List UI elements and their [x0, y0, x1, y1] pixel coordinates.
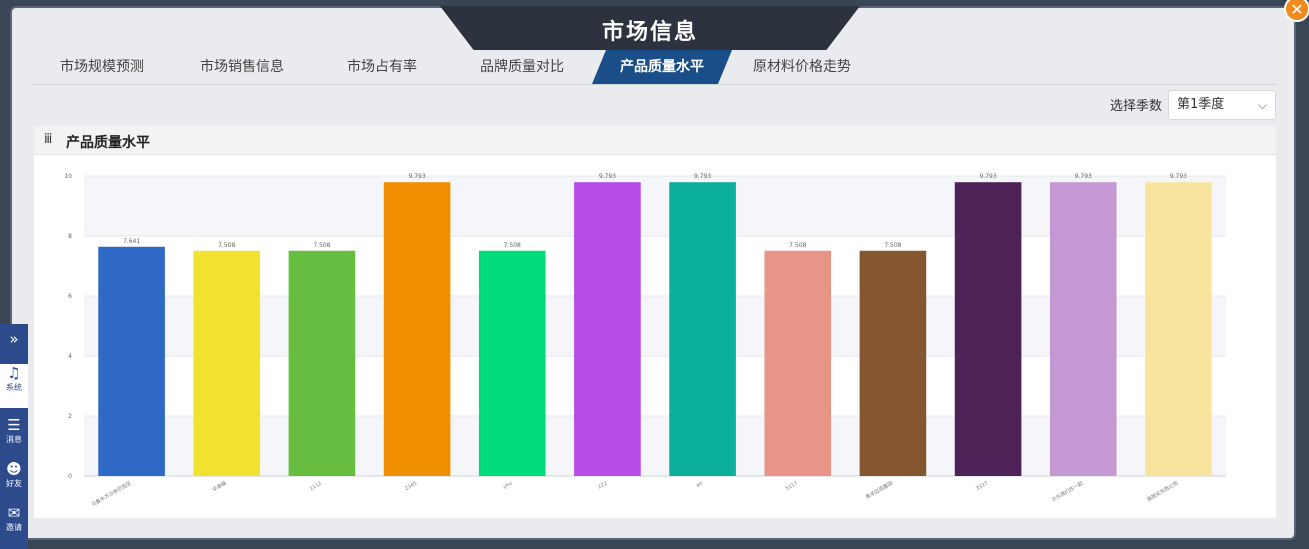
x-tick-label: 5217 [785, 481, 799, 493]
x-tick-label: ao [695, 481, 703, 489]
data-label: 9.793 [408, 173, 425, 180]
title-banner [440, 6, 860, 50]
panel-header: ⅲ 产品质量水平 [34, 126, 1276, 155]
sidebar-item-system[interactable]: ♫ 系统 [0, 364, 28, 408]
x-tick-label: 3337 [975, 481, 989, 493]
sidebar-item-message[interactable]: ☰ 消息 [0, 416, 28, 445]
y-tick-label: 4 [68, 353, 72, 360]
tab-product-quality[interactable]: 产品质量水平 [592, 50, 732, 84]
bar [1145, 182, 1212, 476]
chevron-down-icon: ⌵ [1257, 98, 1267, 112]
y-tick-label: 0 [68, 473, 72, 480]
data-label: 7.508 [789, 242, 806, 249]
data-label: 9.793 [1170, 173, 1187, 180]
bar [764, 250, 832, 476]
data-label: 7.508 [504, 242, 521, 249]
bar [859, 250, 927, 476]
data-label: 9.793 [979, 173, 996, 180]
invite-icon: ✉ [7, 504, 21, 522]
bar [193, 250, 261, 476]
tab-brand-quality[interactable]: 品牌质量对比 [480, 59, 564, 75]
bell-icon: ♫ [7, 364, 21, 382]
sidebar-item-label: 好友 [6, 479, 22, 488]
season-value: 第1季度 [1177, 97, 1225, 112]
season-select[interactable]: 第1季度 ⌵ [1168, 90, 1276, 120]
x-tick-label: 1112 [309, 481, 323, 493]
x-tick-label: 华泰峰 [211, 480, 228, 494]
grid-band [84, 176, 1226, 236]
panel-title: 产品质量水平 [66, 135, 150, 151]
sidebar: » ♫ 系统 ☰ 消息 ☻ 好友 ✉ 邀请 [0, 324, 28, 549]
bar [669, 182, 736, 476]
sidebar-expand[interactable]: » [0, 330, 28, 348]
bar [383, 182, 451, 476]
data-label: 7.508 [218, 242, 235, 249]
bar [574, 182, 641, 476]
window-title: 市场信息 [601, 20, 698, 45]
tab-divider [32, 84, 1276, 85]
sidebar-item-invite[interactable]: ✉ 邀请 [0, 504, 28, 533]
bar [98, 246, 165, 476]
x-tick-label: 乌鲁木齐沙依巴克区 [90, 480, 132, 509]
data-label: 7.508 [313, 242, 330, 249]
bar-chart-icon: ⅲ [44, 132, 53, 147]
sidebar-item-label: 邀请 [6, 523, 22, 532]
x-tick-label: 乐乐我们在一起 [1050, 480, 1084, 504]
friends-icon: ☻ [6, 460, 22, 478]
y-tick-label: 8 [68, 233, 72, 240]
y-tick-label: 6 [68, 293, 72, 300]
data-label: 9.793 [694, 173, 711, 180]
x-tick-label: 2345 [404, 481, 418, 493]
bar [1049, 182, 1117, 476]
data-label: 7.508 [884, 242, 901, 249]
tab-market-sales[interactable]: 市场销售信息 [200, 59, 284, 75]
x-tick-label: 我想买东西公司 [1146, 480, 1180, 504]
bar [288, 250, 356, 476]
sidebar-item-label: 系统 [6, 383, 22, 392]
bar [478, 250, 546, 476]
chart-panel: ⅲ 产品质量水平 0 2 4 6 8 10 7.641 乌鲁木齐沙依巴克区 7.508 华泰峰 7.… [34, 126, 1276, 518]
grid-band [84, 416, 1226, 476]
data-label: 7.641 [123, 238, 140, 245]
tab-market-size[interactable]: 市场规模预测 [60, 59, 144, 75]
bar [954, 182, 1022, 476]
tab-material-price[interactable]: 原材料价格走势 [753, 59, 851, 75]
bar-chart: 0 2 4 6 8 10 7.641 乌鲁木齐沙依巴克区 7.508 华泰峰 7.508 1112 9.… [64, 173, 1226, 509]
x-tick-label: 222 [597, 481, 608, 491]
tab-market-share[interactable]: 市场占有率 [347, 59, 417, 75]
x-tick-label: yhu [502, 481, 513, 491]
x-tick-label: 青羊区雨露园 [864, 480, 893, 501]
double-chevron-icon: » [9, 330, 19, 348]
tab-bar: 市场规模预测 市场销售信息 市场占有率 品牌质量对比 产品质量水平 原材料价格走… [32, 50, 872, 84]
grid-band [84, 296, 1226, 356]
sidebar-item-label: 消息 [6, 435, 22, 444]
y-tick-label: 10 [64, 173, 72, 180]
close-icon[interactable]: ✕ [1284, 0, 1309, 22]
message-icon: ☰ [7, 416, 21, 434]
sidebar-item-friends[interactable]: ☻ 好友 [0, 460, 28, 489]
y-tick-label: 2 [68, 413, 72, 420]
data-label: 9.793 [1075, 173, 1092, 180]
data-label: 9.793 [599, 173, 616, 180]
season-label: 选择季数 [1110, 99, 1163, 114]
